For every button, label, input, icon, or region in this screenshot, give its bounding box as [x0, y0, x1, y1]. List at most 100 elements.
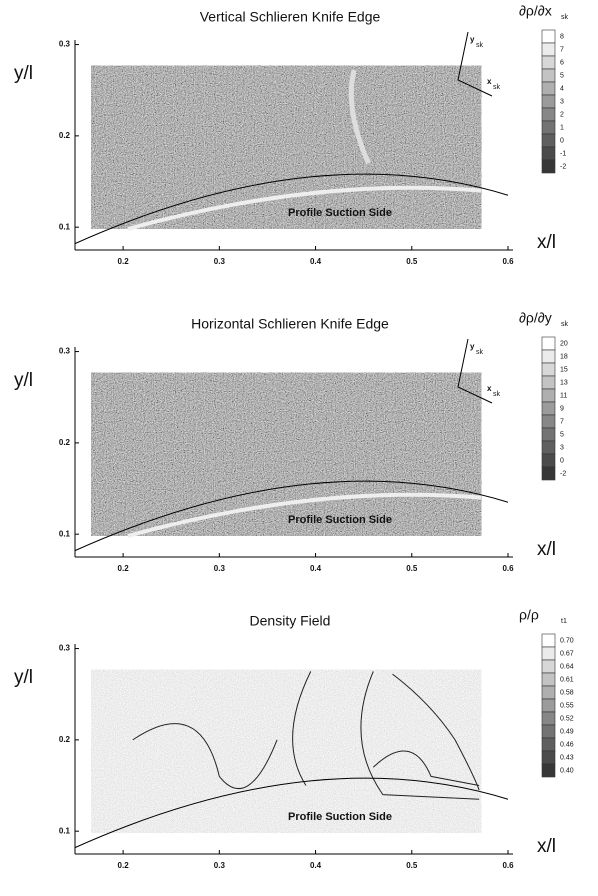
- colorbar-tick-label: 3: [560, 444, 564, 451]
- x-tick-label: 0.2: [118, 564, 130, 573]
- colorbar-box: [541, 763, 556, 778]
- contour-line: [360, 671, 480, 800]
- colorbar-box: [541, 146, 556, 161]
- colorbar-label: ∂ρ/∂x: [519, 3, 552, 19]
- x-tick-label: 0.3: [214, 861, 226, 870]
- chart-title: Vertical Schlieren Knife Edge: [200, 9, 381, 25]
- colorbar-tick-label: 7: [560, 46, 564, 53]
- x-tick-label: 0.6: [502, 564, 514, 573]
- colorbar-box: [541, 388, 556, 403]
- colorbar-box: [541, 659, 556, 674]
- colorbar-box: [541, 466, 556, 481]
- y-tick-label: 0.3: [59, 40, 71, 49]
- colorbar-tick-label: 0.52: [560, 715, 574, 722]
- x-tick-label: 0.2: [118, 861, 130, 870]
- chart-title: Density Field: [250, 613, 331, 629]
- y-tick-label: 0.3: [59, 644, 71, 653]
- colorbar-tick-label: 0.61: [560, 676, 574, 683]
- colorbar-box: [541, 401, 556, 416]
- chart-title: Horizontal Schlieren Knife Edge: [191, 316, 389, 332]
- panel: Density Field 0.1 0.2 0.3 0.2 0.3 0.4 0.5 0.6 y/l…: [14, 607, 574, 870]
- colorbar-box: [541, 711, 556, 726]
- frame-label-sub: sk: [493, 391, 501, 398]
- colorbar-box: [541, 159, 556, 174]
- field-edge: [127, 492, 482, 538]
- annotation: Profile Suction Side: [288, 811, 392, 823]
- annotation: Profile Suction Side: [288, 514, 392, 526]
- x-tick-label: 0.2: [118, 257, 130, 266]
- y-axis-label: y/l: [14, 63, 33, 84]
- colorbar-tick-label: 8: [560, 33, 564, 40]
- colorbar-box: [541, 414, 556, 429]
- colorbar-box: [541, 107, 556, 122]
- frame-axes: [457, 31, 493, 97]
- frame-label: y: [470, 342, 475, 351]
- colorbar-tick-label: 0.64: [560, 663, 574, 670]
- colorbar-label: ∂ρ/∂y: [519, 310, 552, 326]
- panel: Vertical Schlieren Knife Edge 0.1 0.2 0.3 0.…: [14, 3, 569, 266]
- x-axis-label: x/l: [537, 232, 556, 253]
- colorbar-tick-label: 0.43: [560, 754, 574, 761]
- colorbar-box: [541, 646, 556, 661]
- frame-label-sub: sk: [476, 349, 484, 356]
- colorbar-box: [541, 42, 556, 57]
- colorbar-tick-label: 6: [560, 59, 564, 66]
- panel: Horizontal Schlieren Knife Edge 0.1 0.2 0.3…: [14, 310, 569, 573]
- colorbar-tick-label: 0.55: [560, 702, 574, 709]
- colorbar-tick-label: 0.49: [560, 728, 574, 735]
- contour-line: [132, 723, 278, 789]
- profile: [74, 173, 509, 245]
- colorbar-tick-label: 5: [560, 431, 564, 438]
- field: [90, 65, 482, 230]
- colorbar-tick-label: 5: [560, 72, 564, 79]
- colorbar-tick-label: 15: [560, 366, 568, 373]
- contour-line: [292, 671, 312, 786]
- colorbar-tick-label: 2: [560, 111, 564, 118]
- frame-label: x: [487, 384, 492, 393]
- colorbar-tick-label: 1: [560, 124, 564, 131]
- colorbar-box: [541, 29, 556, 44]
- colorbar-box: [541, 685, 556, 700]
- colorbar-label: ρ/ρ: [519, 607, 539, 623]
- x-axis-label: x/l: [537, 836, 556, 857]
- colorbar-box: [541, 427, 556, 442]
- colorbar-tick-label: 0.70: [560, 637, 574, 644]
- colorbar-tick-label: 18: [560, 353, 568, 360]
- colorbar-box: [541, 698, 556, 713]
- colorbar-box: [541, 133, 556, 148]
- colorbar-box: [541, 440, 556, 455]
- frame-label-sub: sk: [476, 42, 484, 49]
- colorbar-tick-label: 0: [560, 137, 564, 144]
- y-axis-label: y/l: [14, 370, 33, 391]
- field: [90, 669, 482, 834]
- x-tick-label: 0.6: [502, 861, 514, 870]
- colorbar-tick-label: 11: [560, 392, 567, 399]
- x-tick-label: 0.6: [502, 257, 514, 266]
- colorbar-tick-label: -2: [560, 163, 566, 170]
- frame-label: x: [487, 77, 492, 86]
- colorbar-box: [541, 68, 556, 83]
- colorbar-tick-label: -1: [560, 150, 566, 157]
- colorbar-box: [541, 724, 556, 739]
- y-tick-label: 0.1: [59, 529, 71, 538]
- colorbar-box: [541, 453, 556, 468]
- y-tick-label: 0.1: [59, 222, 71, 231]
- y-tick-label: 0.2: [59, 438, 71, 447]
- shock-band: [348, 69, 371, 165]
- colorbar-box: [541, 362, 556, 377]
- colorbar-tick-label: 0.67: [560, 650, 574, 657]
- y-tick-label: 0.2: [59, 131, 71, 140]
- x-tick-label: 0.4: [310, 861, 322, 870]
- colorbar-tick-label: 0: [560, 457, 564, 464]
- field: [90, 372, 482, 537]
- colorbar-box: [541, 349, 556, 364]
- y-tick-label: 0.3: [59, 347, 71, 356]
- colorbar-tick-label: -2: [560, 470, 566, 477]
- x-tick-label: 0.4: [310, 564, 322, 573]
- y-axis-label: y/l: [14, 667, 33, 688]
- colorbar-tick-label: 0.46: [560, 741, 574, 748]
- profile: [74, 480, 509, 552]
- x-tick-label: 0.4: [310, 257, 322, 266]
- frame-label-sub: sk: [493, 84, 501, 91]
